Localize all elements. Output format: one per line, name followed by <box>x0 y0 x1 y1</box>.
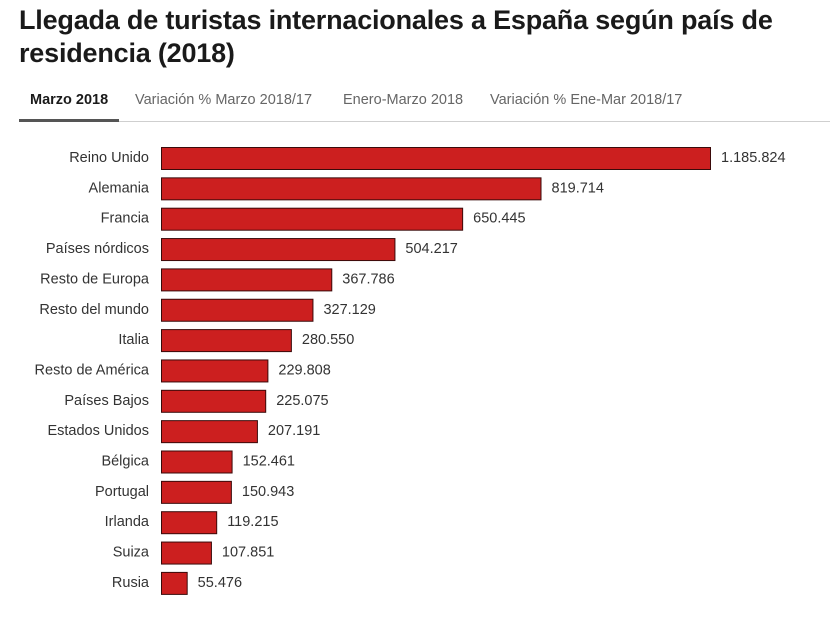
bar[interactable] <box>161 238 396 262</box>
bar[interactable] <box>161 571 188 595</box>
value-label: 107.851 <box>222 545 274 561</box>
tab-variacion-ene-mar[interactable]: Variación % Ene-Mar 2018/17 <box>490 92 683 108</box>
category-label: Reino Unido <box>69 150 149 166</box>
tab-marzo-2018[interactable]: Marzo 2018 <box>19 82 120 122</box>
bar[interactable] <box>161 329 292 353</box>
tab-variacion-marzo[interactable]: Variación % Marzo 2018/17 <box>135 92 313 108</box>
bar[interactable] <box>161 511 218 535</box>
value-label: 367.786 <box>342 271 394 287</box>
category-label: Rusia <box>112 575 150 591</box>
bar[interactable] <box>161 359 269 383</box>
bar[interactable] <box>161 177 542 201</box>
category-label: Bélgica <box>101 454 149 470</box>
category-label: Países nórdicos <box>46 241 149 257</box>
bar[interactable] <box>161 298 314 322</box>
category-label: Estados Unidos <box>47 423 149 439</box>
tab-enero-marzo[interactable]: Enero-Marzo 2018 <box>343 92 464 108</box>
value-label: 207.191 <box>268 423 320 439</box>
chart-title: Llegada de turistas internacionales a Es… <box>19 5 773 68</box>
category-label: Alemania <box>89 180 150 196</box>
value-label: 55.476 <box>198 575 242 591</box>
bar[interactable] <box>161 268 333 292</box>
bar-chart: Reino Unido 1.185.824 Alemania 819.714 Franc… <box>35 147 786 595</box>
bar[interactable] <box>161 389 267 413</box>
value-label: 225.075 <box>276 393 328 409</box>
bar[interactable] <box>161 450 233 474</box>
category-label: Portugal <box>95 484 149 500</box>
bar[interactable] <box>161 207 464 231</box>
value-label: 819.714 <box>552 180 604 196</box>
category-label: Resto del mundo <box>39 302 149 318</box>
category-label: Suiza <box>113 545 150 561</box>
bar[interactable] <box>161 480 232 504</box>
value-label: 650.445 <box>473 211 525 227</box>
bar[interactable] <box>161 420 258 444</box>
value-label: 1.185.824 <box>721 150 786 166</box>
value-label: 504.217 <box>405 241 457 257</box>
value-label: 229.808 <box>278 362 330 378</box>
category-label: Resto de América <box>35 362 150 378</box>
category-label: Francia <box>101 211 150 227</box>
tab-bar: Marzo 2018 Variación % Marzo 2018/17 Ene… <box>19 82 830 122</box>
bar[interactable] <box>161 541 212 565</box>
category-label: Irlanda <box>105 514 150 530</box>
value-label: 150.943 <box>242 484 294 500</box>
value-label: 152.461 <box>243 454 295 470</box>
value-label: 119.215 <box>227 514 278 530</box>
category-label: Italia <box>118 332 150 348</box>
value-label: 327.129 <box>323 302 375 318</box>
bar[interactable] <box>161 147 711 170</box>
category-label: Resto de Europa <box>40 271 150 287</box>
value-label: 280.550 <box>302 332 354 348</box>
category-label: Países Bajos <box>64 393 149 409</box>
